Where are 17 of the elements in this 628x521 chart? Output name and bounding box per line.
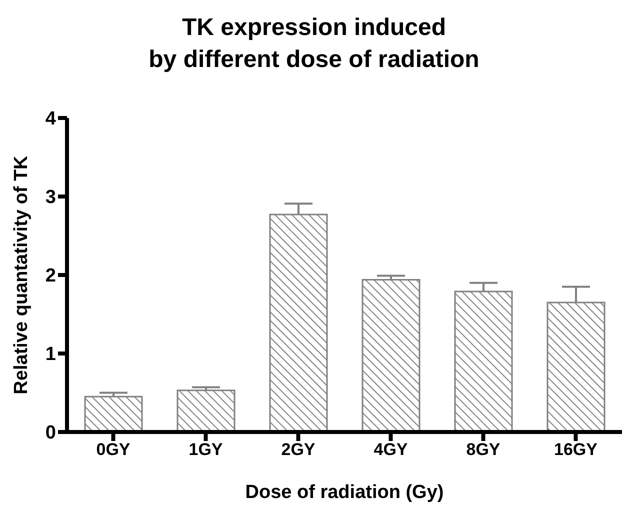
- y-tick-label: 2: [45, 266, 56, 287]
- x-tick-label: 0GY: [96, 440, 131, 460]
- y-tick-label: 1: [45, 344, 56, 366]
- x-tick-label: 1GY: [188, 440, 224, 460]
- chart-title: TK expression induced by different dose of radiation: [148, 13, 480, 75]
- x-tick-label: 4GY: [374, 440, 408, 460]
- x-tick-label: 16GY: [554, 440, 598, 460]
- y-axis-title: Relative quantativity of TK: [10, 154, 33, 396]
- bar: [176, 390, 236, 432]
- x-tick-label: 2GY: [281, 440, 316, 460]
- y-tick-label: 0: [45, 422, 56, 444]
- x-axis-title: Dose of radiation (Gy): [244, 482, 445, 504]
- bar: [84, 396, 143, 432]
- bar: [362, 278, 420, 432]
- y-tick-label: 3: [45, 187, 56, 208]
- x-tick-label: 8GY: [466, 440, 501, 460]
- y-tick-label: 4: [45, 108, 56, 130]
